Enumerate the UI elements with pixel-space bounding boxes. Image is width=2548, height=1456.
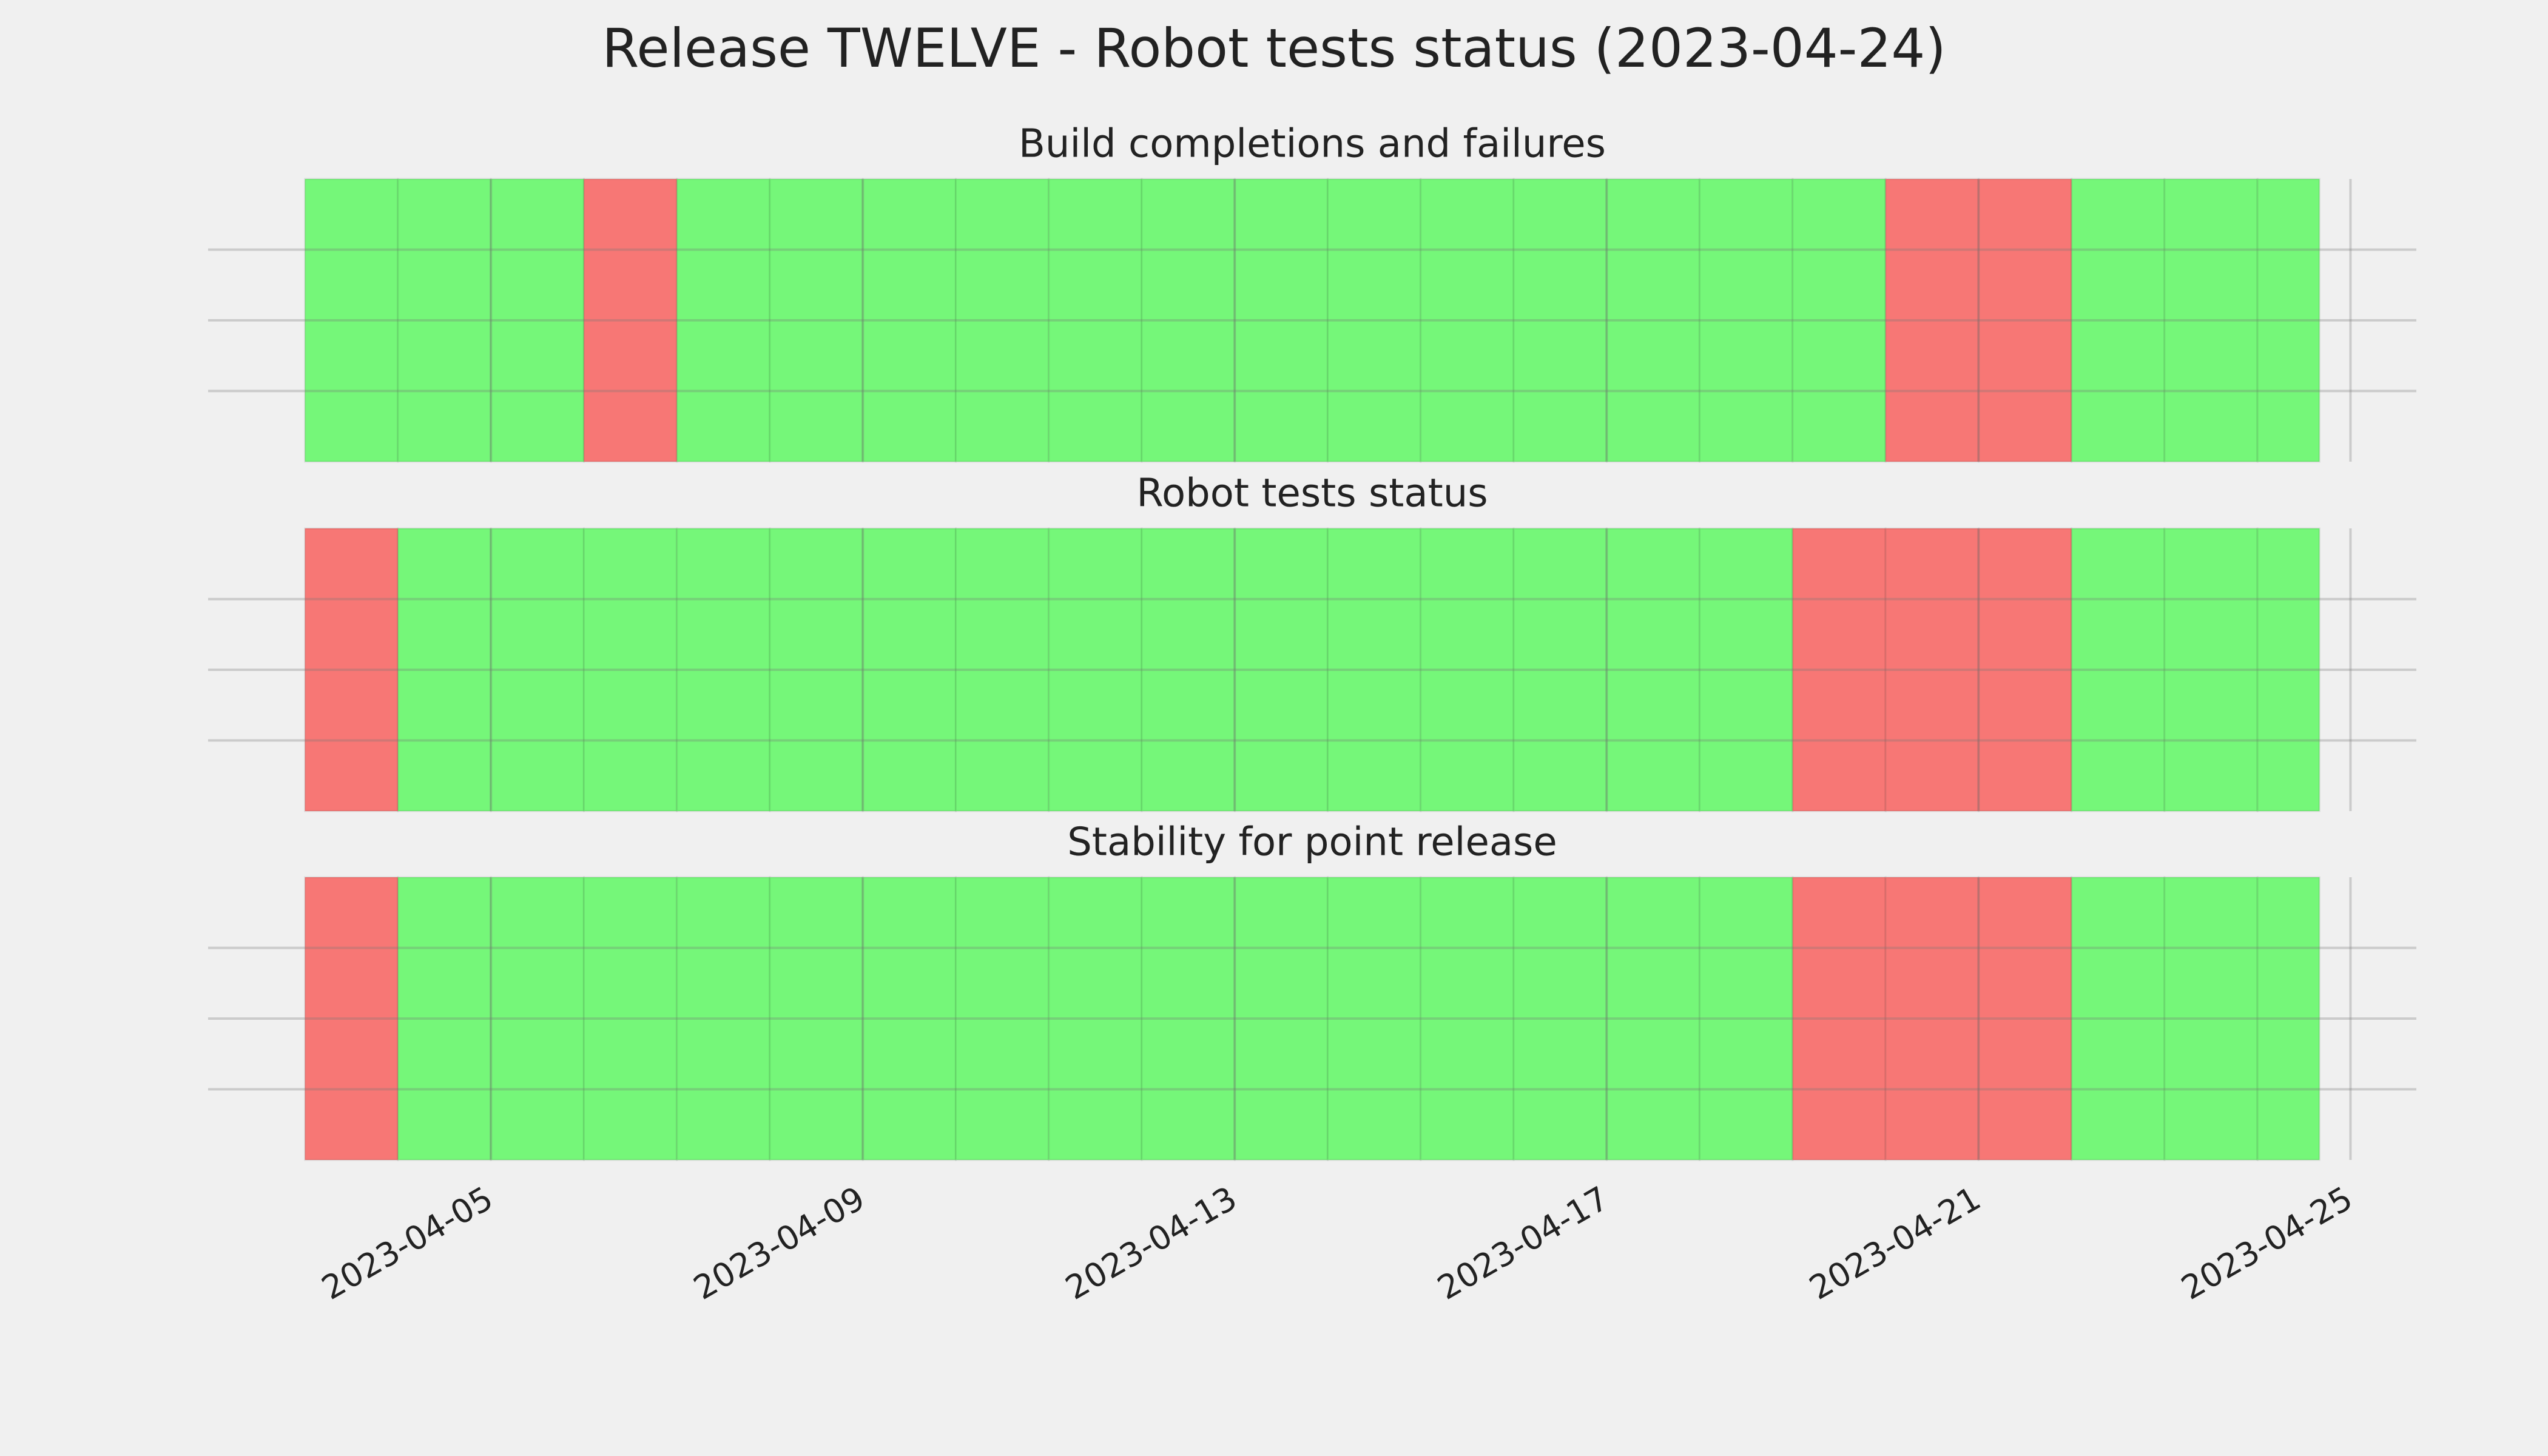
status-bar [2256, 876, 2320, 1161]
status-bar [769, 178, 864, 463]
subplot-title: Robot tests status [1136, 471, 1488, 516]
status-bar [1327, 178, 1422, 463]
status-bar [1420, 527, 1515, 812]
status-bar [582, 876, 678, 1161]
status-bar [2256, 527, 2320, 812]
subplot-title: Stability for point release [1067, 820, 1557, 865]
status-bar [769, 876, 864, 1161]
status-bar [861, 178, 957, 463]
status-bar [1605, 178, 1701, 463]
status-bar [2163, 178, 2259, 463]
status-bar [1791, 178, 1887, 463]
status-bar [676, 527, 771, 812]
status-bar [954, 527, 1050, 812]
status-bar [1141, 527, 1236, 812]
status-bar [304, 527, 399, 812]
status-bar [1233, 527, 1329, 812]
status-bar [1048, 527, 1143, 812]
status-bar [954, 876, 1050, 1161]
status-bar [397, 527, 492, 812]
status-bar [1977, 527, 2073, 812]
status-bar [582, 527, 678, 812]
subplot-title: Build completions and failures [1019, 122, 1606, 167]
status-bar [1977, 178, 2073, 463]
status-bar [304, 178, 399, 463]
status-bar [1512, 178, 1608, 463]
status-bar [304, 876, 399, 1161]
status-bar [582, 178, 678, 463]
status-bar [1512, 527, 1608, 812]
status-bar [861, 527, 957, 812]
status-bar [1141, 876, 1236, 1161]
figure-title: Release TWELVE - Robot tests status (202… [602, 17, 1946, 79]
status-bar [1420, 178, 1515, 463]
status-bar [2163, 876, 2259, 1161]
status-bar [2256, 178, 2320, 463]
status-bar [397, 876, 492, 1161]
status-bar [1141, 178, 1236, 463]
status-bar [1233, 876, 1329, 1161]
status-bar [1699, 178, 1794, 463]
status-bar [1699, 527, 1794, 812]
status-bar [490, 178, 585, 463]
status-bar [2071, 527, 2166, 812]
status-bar [1699, 876, 1794, 1161]
status-bar [1327, 876, 1422, 1161]
status-bar [1884, 527, 1980, 812]
status-bar [490, 876, 585, 1161]
status-bar [2071, 178, 2166, 463]
status-bar [1605, 527, 1701, 812]
status-bar [2071, 876, 2166, 1161]
status-bar [1512, 876, 1608, 1161]
status-bar [397, 178, 492, 463]
status-bar [954, 178, 1050, 463]
status-bar [1977, 876, 2073, 1161]
status-bar [1048, 178, 1143, 463]
status-bar [676, 178, 771, 463]
status-bar [861, 876, 957, 1161]
status-bar [1233, 178, 1329, 463]
status-bar [1605, 876, 1701, 1161]
status-bar [1791, 876, 1887, 1161]
status-bar [1884, 178, 1980, 463]
